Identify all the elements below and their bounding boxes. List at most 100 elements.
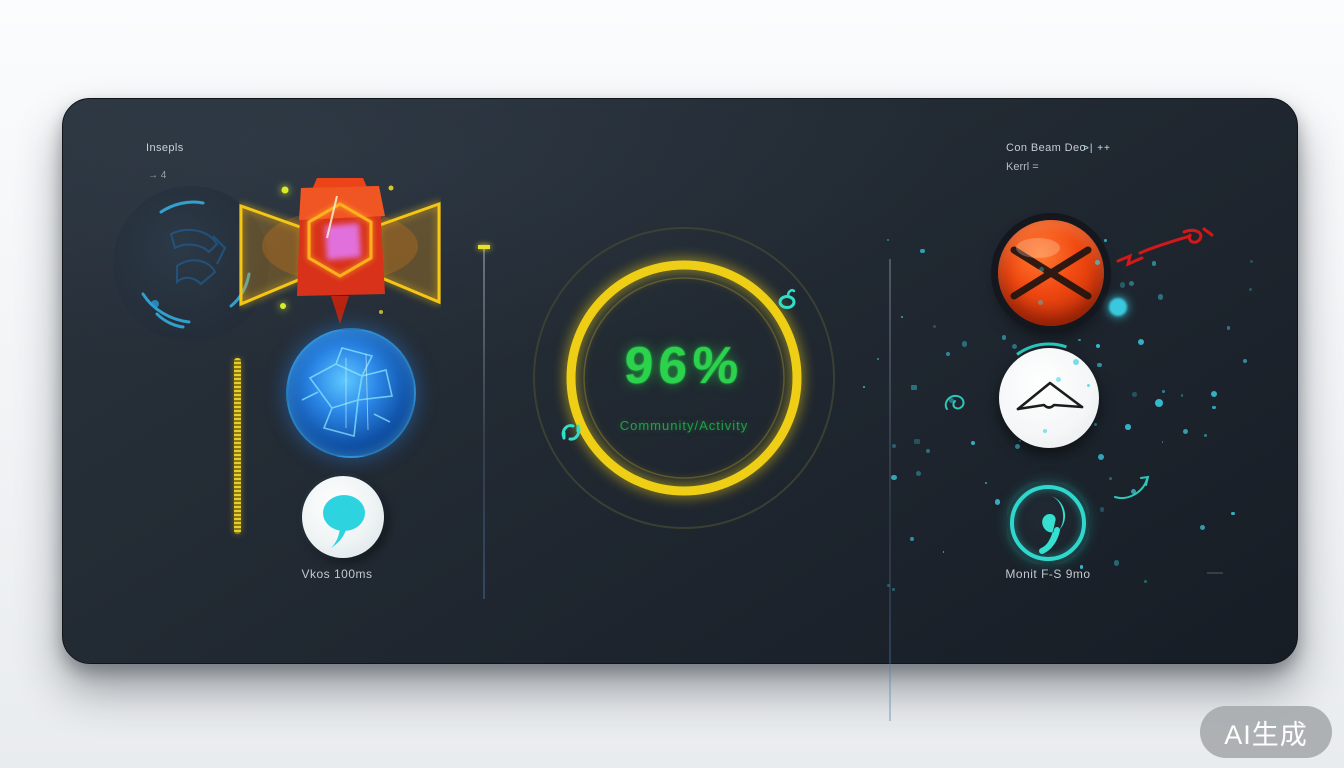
particle-dot [1018,439,1022,443]
particle-dot [1125,424,1131,430]
particle-dot [877,357,880,360]
divider-right [889,259,891,721]
wireframe-sphere-icon [113,186,269,342]
yellow-ladder-bar [234,358,241,534]
particle-dot [984,481,987,484]
right-section-caption: Monit F-S 9mo [1005,567,1091,581]
particle-dot [891,474,897,481]
particle-dot [1014,443,1021,449]
close-button[interactable] [998,220,1104,326]
close-x-icon [1010,238,1092,300]
chat-bubble-icon [323,495,365,548]
particle-dot [994,499,1001,505]
nine-button[interactable] [1007,482,1089,564]
particle-dot [920,248,925,254]
particle-dot [1043,429,1047,433]
particle-dot [1109,298,1127,316]
particle-dot [900,315,903,318]
particle-dot [1078,338,1081,342]
particle-dot [1113,560,1120,566]
particle-dot [1161,390,1166,394]
particle-dot [886,239,889,242]
particle-dot [1109,477,1112,480]
particle-dot [1097,362,1103,368]
particle-dot [887,584,890,588]
particle-dot [1012,343,1018,349]
particle-dot [1231,511,1235,516]
particle-dot [1204,434,1207,437]
particle-dot [1100,507,1105,512]
spiral-doodle-icon [944,394,965,410]
open-envelope-icon [993,342,1105,454]
particle-dot [1212,405,1216,409]
particle-dot [892,588,895,591]
particle-dot [933,325,937,329]
particle-dot [1180,394,1184,397]
particle-dot [1183,429,1188,434]
particle-dot [1152,261,1157,266]
panel-subtitle: → 4 [148,170,167,181]
particle-dot [1128,280,1134,286]
loop-icon [558,420,584,444]
header-right-line1: Con Beam Deo [1006,142,1087,154]
particle-dot [962,341,968,347]
particle-dot [863,386,866,389]
ai-generated-label: AI生成 [1224,719,1308,750]
crystal-burst-icon [239,176,441,326]
particle-dot [1211,391,1217,397]
ai-generated-badge: AI生成 [1200,706,1332,758]
circuit-orb-button[interactable] [286,328,416,458]
gauge-percent-value: 96% [622,337,746,395]
particle-dot [1039,266,1045,272]
panel-title: Insepls [146,142,184,154]
leaf-nine-icon [1010,485,1086,561]
curved-arrow-icon [1114,475,1150,499]
particle-dot [1249,287,1252,291]
tiny-mark [911,385,917,390]
chat-bubble-button[interactable] [302,476,384,558]
gauge-caption: Community/Activity [619,418,749,433]
dashboard-panel: Insepls → 4 Con Beam Deo >| ++ Kerrl = [62,98,1298,721]
particle-dot [925,448,930,453]
particle-dot [1161,441,1164,443]
particle-dot [949,398,955,404]
particle-dot [1098,454,1104,460]
particle-dot [1157,294,1164,300]
particle-dot [1093,422,1098,427]
left-section-caption: Vkos 100ms [301,567,373,581]
header-right-meta: >| ++ [1083,143,1111,154]
gauge-ring: 96% Community/Activity [524,218,844,538]
particle-dot [916,470,922,476]
particle-dot [891,443,897,449]
particle-dot [1250,259,1254,263]
sync-icon [776,286,798,310]
particle-dot [942,551,945,554]
particle-dot [1037,299,1044,306]
particle-dot [1199,525,1205,531]
particle-dot [1243,359,1247,363]
particle-dot [1079,565,1084,569]
particle-dot [1131,489,1136,494]
particle-dot [1132,392,1137,397]
particle-dot [910,536,915,541]
particle-dot [1095,343,1100,348]
particle-dot [1073,359,1079,365]
particle-dot [1056,377,1062,383]
particle-dot [1001,335,1006,340]
tiny-mark [914,439,920,444]
scribble-decoration [1116,227,1214,267]
header-right-line2: Kerrl = [1006,161,1039,173]
particle-dot [1138,339,1144,345]
particle-dot [1226,326,1231,330]
particle-dot [1119,282,1125,288]
particle-dot [1155,399,1163,407]
particle-dot [1103,239,1107,242]
envelope-button[interactable] [993,342,1105,454]
particle-dot [971,440,976,445]
particle-dot [1144,580,1147,583]
particle-dot [945,352,950,356]
divider-left [478,245,490,599]
tiny-dash [1207,572,1223,574]
particle-dot [1086,384,1090,388]
